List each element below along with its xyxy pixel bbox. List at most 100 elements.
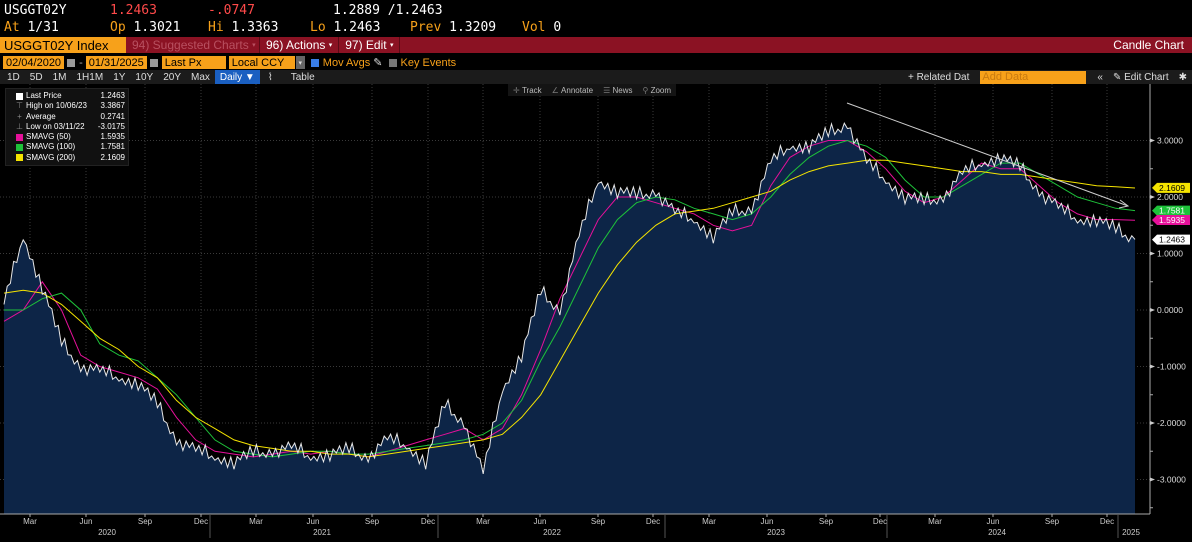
add-data-input[interactable]: Add Data	[980, 70, 1087, 84]
collapse-icon[interactable]: «	[1097, 71, 1103, 83]
range-5d[interactable]: 5D	[29, 71, 43, 83]
x-tick-label: Sep	[819, 517, 834, 526]
axis-tag-label: 1.5935	[1159, 215, 1185, 225]
range-1h1m[interactable]: 1H1M	[76, 71, 104, 83]
x-tick-label: Jun	[307, 517, 320, 526]
legend-value: 1.2463	[100, 91, 125, 100]
range-1d[interactable]: 1D	[7, 71, 20, 83]
key-events-checkbox[interactable]	[388, 58, 397, 67]
legend-swatch	[16, 92, 23, 100]
tick-marker	[1150, 421, 1155, 425]
calendar-icon[interactable]	[149, 58, 158, 67]
x-year-label: 2020	[98, 528, 116, 537]
news-tool[interactable]: ☰ News	[603, 85, 633, 95]
x-tick-label: Mar	[23, 517, 37, 526]
range-1y[interactable]: 1Y	[113, 71, 126, 83]
field-select[interactable]: Last Px	[161, 56, 226, 69]
edit-button[interactable]: 97) Edit ▾	[339, 37, 401, 53]
x-tick-label: Mar	[702, 517, 716, 526]
legend-item: SMAVG (100) 1.7581	[16, 142, 125, 152]
prev-label: Prev	[410, 20, 442, 35]
line-chart-icon[interactable]: ⌇	[267, 71, 273, 83]
controls-bar: 02/04/2020 - 01/31/2025 Last Px Local CC…	[0, 55, 1192, 70]
table-button[interactable]: Table	[290, 71, 315, 83]
search-icon: ⚲	[642, 85, 649, 95]
date-separator: -	[79, 56, 83, 69]
frequency-dropdown[interactable]: Daily ▼	[214, 70, 260, 84]
quote-stats: At 1/31 Op 1.3021 Hi 1.3363 Lo 1.2463 Pr…	[0, 19, 1192, 36]
mov-avgs-checkbox[interactable]	[310, 58, 319, 67]
y-tick-label: -2.0000	[1157, 418, 1186, 428]
x-tick-label: Sep	[591, 517, 606, 526]
legend-label: SMAVG (200)	[26, 152, 76, 162]
arrow-icon	[1118, 199, 1130, 209]
zoom-tool[interactable]: ⚲ Zoom	[642, 85, 672, 95]
axis-tag-label: 2.1609	[1159, 183, 1185, 193]
x-tick-label: Mar	[476, 517, 490, 526]
prev-value: 1.3209	[449, 20, 497, 35]
legend-label: Last Price	[26, 91, 62, 100]
last-price: 1.2463	[110, 3, 157, 18]
annotate-tool[interactable]: ∠ Annotate	[551, 85, 594, 95]
legend-item: ⊥ Low on 03/11/22 -3.0175	[16, 122, 125, 132]
at-label: At	[4, 20, 20, 35]
axis-value-tag	[1152, 234, 1190, 245]
gear-icon[interactable]: ✱	[1178, 71, 1187, 83]
x-tick-label: Sep	[138, 517, 153, 526]
legend-marker-icon: ⊥	[16, 121, 23, 131]
edit-chart-button[interactable]: ✎ Edit Chart	[1112, 71, 1169, 83]
open-value: 1.3021	[133, 20, 181, 35]
net-change: -.0747	[208, 3, 255, 18]
tick-marker	[1150, 138, 1155, 143]
price-chart[interactable]: 3.0000 2.0000 1.0000 0.0000 -1.0000 -2.0000 -3…	[0, 84, 1192, 542]
tick-marker	[1150, 195, 1155, 199]
range-20y[interactable]: 20Y	[163, 71, 182, 83]
calendar-icon[interactable]	[67, 58, 76, 67]
high-label: Hi	[208, 20, 224, 35]
tick-marker	[1150, 308, 1155, 312]
end-date-input[interactable]: 01/31/2025	[85, 56, 147, 69]
axis-tag-label: 1.2463	[1159, 235, 1185, 245]
crosshair-icon: ✛	[513, 85, 520, 95]
x-tick-label: Jun	[987, 517, 1000, 526]
x-tick-label: Sep	[1045, 517, 1060, 526]
trendline-annotation[interactable]	[846, 102, 1129, 207]
legend-label: Average	[26, 111, 56, 121]
range-bar: 1D 5D 1M 1H1M 1Y 10Y 20Y Max Daily ▼ ⌇ T…	[0, 70, 1192, 84]
x-tick-label: Mar	[928, 517, 942, 526]
pencil-icon[interactable]: ✎	[373, 57, 383, 69]
range-max[interactable]: Max	[191, 71, 210, 83]
chevron-down-icon: ▾	[328, 42, 333, 49]
annotate-icon: ∠	[551, 85, 559, 95]
x-tick-label: Dec	[194, 517, 208, 526]
x-tick-label: Mar	[249, 517, 263, 526]
y-tick-label: 3.0000	[1157, 136, 1183, 146]
chart-type-label: Candle Chart	[1113, 38, 1184, 52]
x-tick-label: Dec	[646, 517, 660, 526]
range-1m[interactable]: 1M	[52, 71, 67, 83]
chevron-down-icon: ▾	[389, 42, 394, 49]
range-10y[interactable]: 10Y	[135, 71, 154, 83]
tick-marker	[1150, 364, 1155, 369]
track-tool[interactable]: ✛ Track	[513, 85, 542, 95]
key-events-label: Key Events	[400, 56, 457, 69]
chevron-down-icon[interactable]: ▾	[295, 56, 305, 69]
chevron-down-icon: ▾	[252, 42, 256, 49]
legend-item: + Average 0.2741	[16, 112, 125, 122]
x-tick-label: Dec	[421, 517, 435, 526]
actions-button[interactable]: 96) Actions ▾	[260, 37, 340, 53]
pencil-icon: ✎	[1112, 71, 1122, 83]
legend-value: 2.1609	[100, 152, 125, 162]
security-field[interactable]: USGGT02Y Index	[0, 37, 126, 53]
tick-marker	[1150, 251, 1155, 256]
x-tick-label: Jun	[761, 517, 774, 526]
legend-label: SMAVG (50)	[26, 132, 71, 142]
moving-average-line	[4, 139, 1136, 458]
related-data-button[interactable]: + Related Dat	[907, 71, 970, 83]
currency-select[interactable]: Local CCY	[228, 56, 295, 69]
suggested-charts-button[interactable]: 94) Suggested Charts ▾	[126, 37, 260, 53]
legend-swatch	[16, 133, 23, 141]
chart-toolstrip: ✛ Track ∠ Annotate ☰ News ⚲ Zoom	[508, 84, 677, 96]
x-tick-label: Dec	[873, 517, 887, 526]
start-date-input[interactable]: 02/04/2020	[3, 56, 65, 69]
